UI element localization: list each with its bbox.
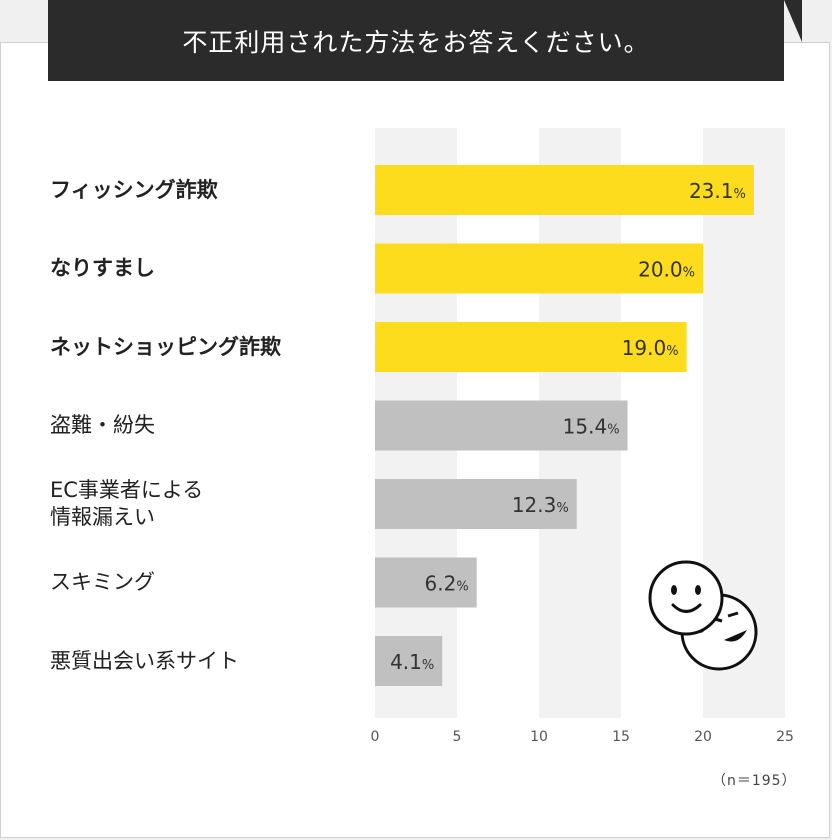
sample-size-note: （n＝195） — [712, 773, 797, 789]
category-label: EC事業者による 情報漏えい — [50, 478, 204, 529]
chart-title-text: 不正利用された方法をお答えください。 — [182, 27, 650, 57]
bars: 23.1% 20.0% 19.0% 15.4% 12.3% 6.2% 4.1% — [375, 165, 754, 686]
category-label: なりすまし — [50, 256, 155, 280]
bar-value-label: 4.1% — [390, 650, 434, 674]
bar — [375, 479, 577, 529]
bar — [375, 636, 443, 686]
bar — [375, 322, 687, 372]
bar-value-label: 15.4% — [563, 415, 620, 439]
category-label: スキミング — [50, 570, 155, 594]
bar — [375, 165, 754, 215]
x-tick-label: 15 — [612, 729, 630, 745]
bar-value-label: 20.0% — [638, 258, 695, 282]
title-fold-corner — [784, 0, 802, 42]
chart-title: 不正利用された方法をお答えください。 — [48, 0, 784, 81]
bar-value-label: 12.3% — [512, 493, 569, 517]
category-label: フィッシング詐欺 — [50, 177, 218, 202]
x-tick-label: 10 — [530, 729, 548, 745]
bar-value-label: 19.0% — [622, 336, 679, 360]
x-tick-label: 5 — [453, 729, 462, 745]
bar — [375, 243, 703, 294]
bar — [375, 557, 477, 608]
bar-value-label: 23.1% — [689, 179, 746, 203]
x-tick-label: 20 — [694, 729, 712, 745]
x-axis-ticks: 0 5 10 15 20 25 — [371, 729, 794, 745]
category-label: 悪質出会い系サイト — [50, 648, 239, 673]
category-label: 盗難・紛失 — [50, 413, 155, 437]
x-tick-label: 25 — [776, 729, 794, 745]
two-smiley-faces-icon — [648, 560, 758, 671]
bar-value-label: 6.2% — [425, 572, 469, 596]
category-label: ネットショッピング詐欺 — [50, 334, 281, 359]
bar — [375, 400, 628, 451]
x-tick-label: 0 — [371, 729, 380, 745]
